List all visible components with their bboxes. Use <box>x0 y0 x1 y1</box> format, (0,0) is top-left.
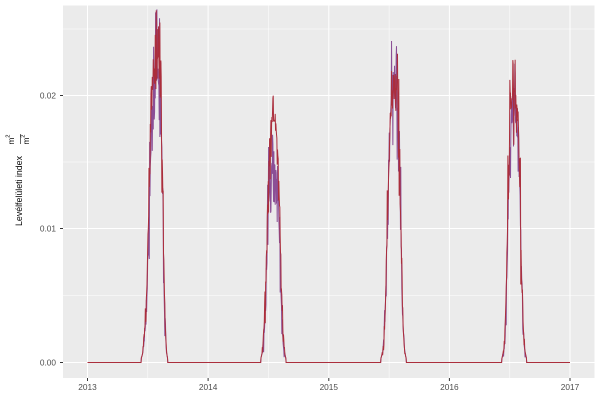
svg-text:0.02: 0.02 <box>40 90 57 100</box>
svg-text:Levélfelületi index: Levélfelületi index <box>14 155 24 226</box>
svg-text:0.00: 0.00 <box>40 357 57 367</box>
svg-text:2: 2 <box>21 134 27 137</box>
svg-text:2014: 2014 <box>199 382 218 392</box>
svg-text:2017: 2017 <box>561 382 580 392</box>
svg-text:2: 2 <box>6 134 12 137</box>
svg-text:0.01: 0.01 <box>40 223 57 233</box>
svg-text:2013: 2013 <box>78 382 97 392</box>
svg-text:2016: 2016 <box>440 382 459 392</box>
svg-text:2015: 2015 <box>320 382 339 392</box>
